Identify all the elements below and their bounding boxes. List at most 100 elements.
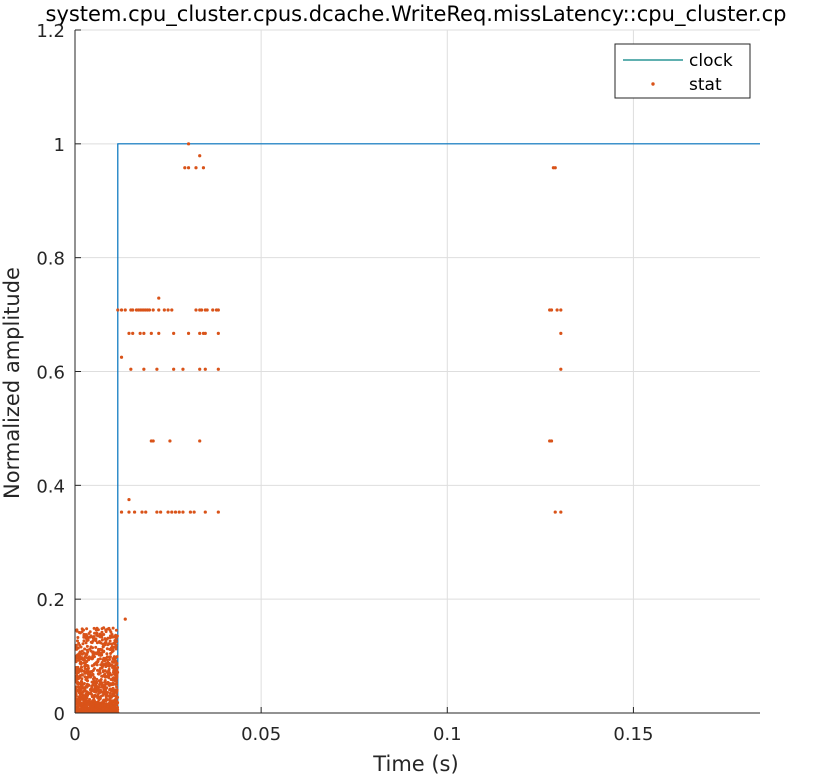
stat-point — [205, 308, 209, 312]
legend-clock-label: clock — [689, 51, 733, 71]
stat-point — [89, 635, 93, 639]
stat-point — [91, 699, 95, 703]
stat-point — [101, 707, 105, 711]
stat-point — [75, 674, 79, 678]
stat-point — [94, 645, 98, 649]
stat-point — [102, 626, 106, 630]
stat-point — [102, 699, 106, 703]
stat-point — [553, 510, 557, 514]
stat-point — [155, 510, 159, 514]
stat-point — [131, 331, 135, 335]
stat-point — [101, 645, 105, 649]
stat-point — [131, 308, 135, 312]
stat-point — [129, 367, 133, 371]
stat-point — [84, 664, 88, 668]
stat-point — [103, 703, 107, 707]
stat-point — [94, 639, 98, 643]
stat-point — [105, 698, 109, 702]
stat-point — [101, 690, 105, 694]
stat-point — [86, 691, 90, 695]
stat-point — [81, 642, 85, 646]
stat-point — [107, 661, 111, 665]
stat-point — [102, 633, 106, 637]
stat-point — [85, 639, 89, 643]
stat-point — [151, 308, 155, 312]
stat-point — [105, 637, 109, 641]
stat-point — [108, 655, 112, 659]
stat-point — [111, 647, 115, 651]
stat-point — [192, 510, 196, 514]
stat-point — [101, 658, 105, 662]
stat-point — [79, 707, 83, 711]
stat-point — [162, 308, 166, 312]
stat-point — [186, 166, 191, 170]
stat-point — [170, 308, 174, 312]
stat-point — [138, 331, 142, 335]
stat-point — [151, 439, 155, 443]
stat-point — [188, 510, 193, 514]
stat-point — [142, 331, 146, 335]
y-axis-label: Normalized amplitude — [0, 267, 24, 499]
stat-point — [84, 704, 88, 708]
stat-point — [108, 658, 112, 662]
stat-point — [99, 663, 103, 667]
stat-point — [203, 510, 207, 514]
stat-point — [108, 700, 112, 704]
stat-point — [115, 691, 119, 695]
axes — [74, 29, 760, 714]
stat-point — [98, 667, 102, 671]
stat-point — [96, 704, 100, 708]
stat-point — [119, 308, 124, 312]
stat-point — [173, 510, 178, 514]
stat-point — [95, 668, 99, 672]
stat-point — [80, 668, 84, 672]
stat-point — [186, 142, 191, 146]
stat-point — [114, 637, 118, 641]
stat-point — [89, 649, 93, 653]
stat-point — [75, 647, 79, 651]
y-tick-label: 0.4 — [36, 476, 65, 497]
stat-point — [94, 701, 98, 705]
stat-point — [116, 308, 120, 312]
stat-point — [89, 687, 93, 691]
stat-point — [97, 696, 101, 700]
stat-point — [75, 643, 78, 647]
stat-point — [87, 683, 91, 687]
stat-dense-cluster — [75, 626, 120, 713]
stat-point — [88, 697, 92, 701]
stat-point — [82, 661, 86, 665]
stat-point — [83, 701, 87, 705]
stat-point — [97, 672, 101, 676]
x-tick-label: 0.05 — [241, 724, 281, 745]
stat-point — [91, 636, 95, 640]
stat-point — [93, 631, 97, 635]
stat-point — [95, 631, 99, 635]
legend-stat-label: stat — [689, 75, 722, 95]
stat-point — [75, 629, 79, 633]
stat-point — [92, 662, 96, 666]
stat-point — [155, 367, 159, 371]
stat-point — [123, 308, 127, 312]
stat-point — [90, 684, 94, 688]
stat-point — [92, 626, 96, 630]
stat-point — [114, 659, 118, 663]
stat-point — [80, 677, 84, 681]
stat-point — [84, 641, 88, 645]
legend-box — [614, 43, 751, 99]
stat-point — [170, 510, 174, 514]
stat-point — [115, 685, 119, 689]
stat-point — [85, 644, 89, 648]
stat-point — [78, 656, 82, 660]
stat-point — [75, 690, 78, 694]
stat-point — [93, 685, 97, 689]
stat-point — [100, 630, 104, 634]
stat-point — [83, 697, 87, 701]
stat-point — [75, 680, 78, 684]
stat-point — [93, 681, 97, 685]
stat-point — [108, 647, 112, 651]
stat-point — [102, 642, 106, 646]
x-tick-label: 0.15 — [613, 724, 653, 745]
stat-point — [114, 628, 118, 632]
y-tick-label: 1 — [54, 135, 65, 156]
stat-point — [84, 710, 88, 713]
